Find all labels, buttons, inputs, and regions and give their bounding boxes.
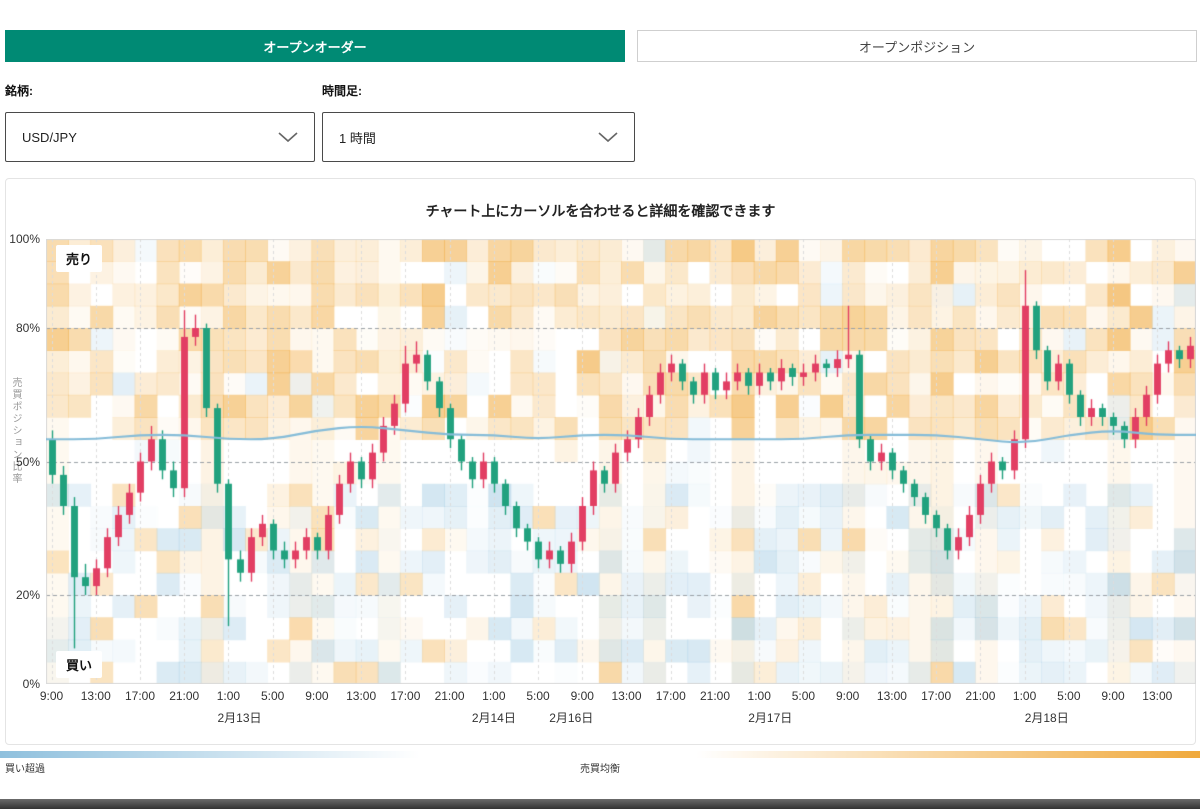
- x-tick-label: 5:00: [1057, 689, 1081, 703]
- symbol-selected-value: USD/JPY: [22, 129, 77, 145]
- x-tick-label: 9:00: [1101, 689, 1125, 703]
- x-tick-label: 5:00: [791, 689, 816, 703]
- x-tick-label: 21:00: [699, 689, 730, 703]
- y-axis-title: 売買ポジション比率: [10, 377, 21, 485]
- x-tick-label: 21:00: [434, 689, 465, 703]
- x-tick-label: 21:00: [169, 689, 200, 703]
- symbol-label: 銘柄:: [5, 84, 33, 98]
- legend-balance-label: 売買均衡: [580, 764, 620, 775]
- legend-buy-excess-label: 買い超過: [5, 764, 45, 775]
- buy-badge: 買い: [56, 651, 103, 678]
- x-date-label: 2月13日: [217, 711, 262, 725]
- y-tick-label: 50%: [15, 454, 40, 469]
- chart-hint-title: チャート上にカーソルを合わせると詳細を確認できます: [425, 203, 776, 219]
- legend-gradient-strip: [0, 751, 1200, 758]
- y-axis-labels: 100% 80% 50% 20% 0%: [6, 232, 42, 691]
- x-tick-label: 13:00: [80, 689, 111, 703]
- x-date-label: 2月16日: [549, 711, 594, 725]
- x-date-label: 2月17日: [748, 711, 793, 725]
- chevron-down-icon: [278, 131, 298, 142]
- x-tick-label: 21:00: [965, 689, 996, 703]
- candlestick-heatmap-chart[interactable]: [46, 239, 1196, 684]
- y-tick-label: 80%: [15, 321, 40, 335]
- x-tick-label: 17:00: [655, 689, 686, 703]
- x-tick-label: 17:00: [390, 689, 421, 703]
- x-tick-label: 13:00: [876, 689, 907, 703]
- timeframe-select[interactable]: 1 時間: [322, 112, 635, 162]
- x-tick-label: 9:00: [39, 689, 64, 703]
- x-tick-label: 1:00: [216, 689, 241, 703]
- x-tick-label: 13:00: [611, 689, 642, 703]
- symbol-select[interactable]: USD/JPY: [5, 112, 315, 162]
- y-tick-label: 20%: [15, 588, 40, 602]
- window-bottom-bar: [0, 799, 1200, 809]
- x-tick-label: 17:00: [124, 689, 155, 703]
- x-tick-label: 1:00: [747, 689, 771, 703]
- sell-badge: 売り: [56, 245, 103, 272]
- tab-open-order[interactable]: オープンオーダー: [5, 30, 625, 62]
- x-date-label: 2月14日: [471, 711, 516, 725]
- x-tick-label: 17:00: [921, 689, 952, 703]
- x-axis-labels: 9:00 13:00 17:00 21:00 1:00 5:00 9:00 13:00 17:0…: [40, 689, 1196, 705]
- x-tick-label: 13:00: [346, 689, 377, 703]
- x-tick-label: 9:00: [570, 689, 594, 703]
- x-date-label: 2月18日: [1024, 711, 1069, 725]
- y-tick-label: 0%: [22, 677, 40, 691]
- x-tick-label: 1:00: [482, 689, 506, 703]
- timeframe-label: 時間足:: [322, 84, 362, 98]
- x-tick-label: 5:00: [260, 689, 285, 703]
- chevron-down-icon: [598, 131, 618, 142]
- x-tick-label: 13:00: [1142, 689, 1173, 703]
- chart-card: チャート上にカーソルを合わせると詳細を確認できます 売買ポジション比率 100%…: [5, 178, 1196, 745]
- x-tick-label: 9:00: [835, 689, 860, 703]
- x-tick-label: 1:00: [1012, 689, 1037, 703]
- x-axis-dates: 2月13日 2月14日 2月16日 2月17日 2月18日: [46, 709, 1196, 725]
- tab-open-position[interactable]: オープンポジション: [637, 30, 1197, 62]
- timeframe-selected-value: 1 時間: [339, 130, 376, 146]
- x-tick-label: 5:00: [526, 689, 550, 703]
- x-tick-label: 9:00: [305, 689, 329, 703]
- y-tick-label: 100%: [9, 232, 40, 246]
